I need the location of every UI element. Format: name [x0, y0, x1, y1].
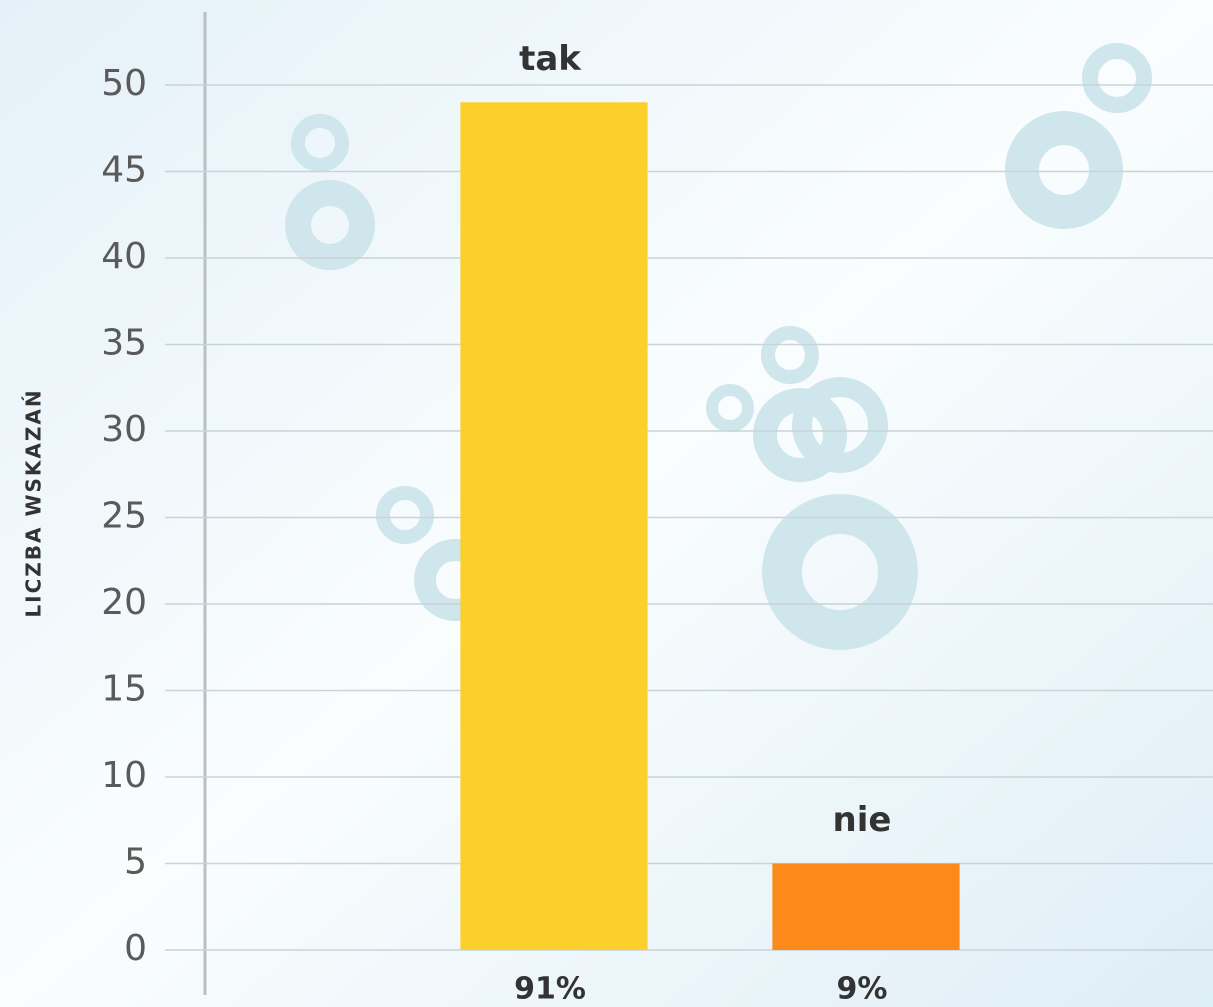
- y-tick-label: 15: [101, 669, 147, 710]
- category-label: nie: [833, 800, 892, 840]
- y-tick-label: 25: [101, 496, 147, 537]
- y-tick-label: 45: [101, 150, 147, 191]
- y-tick-label: 50: [101, 63, 147, 104]
- y-tick-label: 10: [101, 755, 147, 796]
- y-tick-label: 20: [101, 582, 147, 623]
- bar: [460, 102, 648, 951]
- y-tick-label: 5: [124, 842, 147, 883]
- category-label: tak: [519, 39, 582, 79]
- y-axis-title: LICZBA WSKAZAŃ: [22, 388, 46, 617]
- decoration: [285, 43, 1152, 650]
- y-tick-label: 40: [101, 236, 147, 277]
- share-label: 9%: [837, 972, 888, 1007]
- y-tick-label: 0: [124, 928, 147, 969]
- y-tick-label: 35: [101, 323, 147, 364]
- y-tick-label: 30: [101, 409, 147, 450]
- share-label: 91%: [514, 972, 586, 1007]
- bar: [772, 863, 960, 950]
